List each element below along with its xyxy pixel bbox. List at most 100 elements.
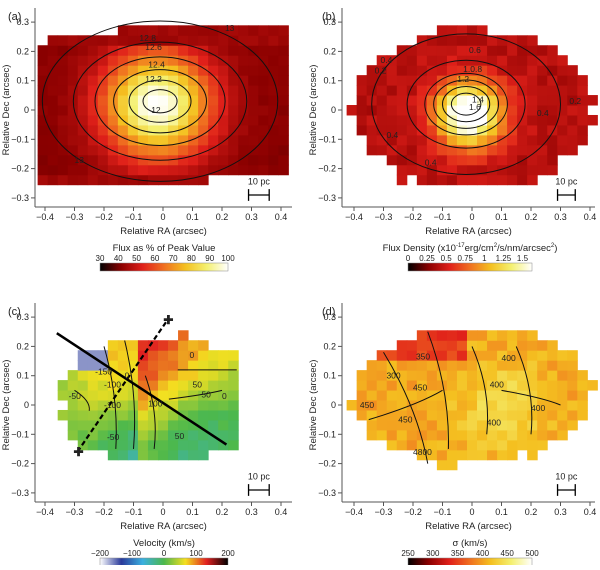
heatmap-cell [567, 400, 578, 411]
heatmap-cell [157, 174, 169, 186]
colorbar-tick-label: 60 [150, 254, 159, 263]
heatmap-cell [366, 409, 378, 421]
heatmap-cell [67, 45, 79, 56]
colorbar-tick-label: 90 [205, 254, 214, 263]
heatmap-cell [97, 370, 109, 381]
heatmap-cell [258, 124, 269, 136]
heatmap-cell [188, 380, 199, 391]
x-tick-label: 0.4 [275, 507, 288, 517]
heatmap-cell [507, 429, 518, 441]
x-tick-label: −0.1 [434, 507, 452, 517]
heatmap-cell [127, 340, 139, 351]
heatmap-cell [127, 114, 139, 126]
y-tick-label: −0.1 [11, 429, 29, 439]
contour-label: 450 [360, 400, 374, 410]
y-tick-label: −0.1 [318, 134, 336, 144]
heatmap-cell [517, 429, 528, 441]
heatmap-cell [198, 174, 209, 186]
heatmap-cell [517, 164, 528, 176]
heatmap-cell [527, 360, 538, 371]
heatmap-cell [97, 174, 109, 186]
heatmap-cell [67, 370, 79, 381]
heatmap-cell [67, 85, 79, 96]
heatmap-cell [147, 25, 159, 36]
heatmap-cell [117, 105, 129, 116]
heatmap-cell [47, 65, 59, 76]
heatmap-cell [456, 105, 468, 116]
heatmap-cell [107, 409, 119, 421]
contour-line [406, 59, 526, 149]
heatmap-cell [356, 380, 368, 391]
heatmap-cell [168, 449, 179, 461]
heatmap-cell [278, 105, 289, 116]
heatmap-cell [436, 55, 448, 66]
heatmap-cell [168, 370, 179, 381]
heatmap-cell [497, 154, 508, 166]
heatmap-cell [178, 124, 189, 136]
heatmap-cell [198, 134, 209, 146]
heatmap-cell [107, 340, 119, 351]
x-tick-label: −0.1 [125, 507, 143, 517]
heatmap-cell [228, 380, 239, 391]
heatmap-cell [557, 144, 568, 156]
scale-bar [247, 484, 270, 496]
heatmap-cell [446, 400, 458, 411]
heatmap [346, 330, 598, 471]
heatmap-cell [208, 409, 219, 421]
heatmap-cell [436, 45, 448, 56]
heatmap-cell [487, 114, 498, 126]
heatmap-cell [157, 400, 169, 411]
heatmap-cell [366, 419, 378, 431]
heatmap-cell [366, 134, 378, 146]
heatmap-cell [147, 114, 159, 126]
heatmap-cell [456, 25, 468, 36]
heatmap-cell [416, 439, 428, 451]
heatmap-cell [208, 124, 219, 136]
heatmap-cell [278, 144, 289, 156]
heatmap-cell [198, 409, 209, 421]
heatmap-cell [117, 360, 129, 371]
heatmap-cell [248, 35, 259, 46]
heatmap-cell [198, 154, 209, 166]
colorbar-tick-label: −100 [123, 549, 142, 558]
heatmap-cell [477, 164, 488, 176]
heatmap-cell [178, 45, 189, 56]
heatmap-cell [248, 65, 259, 76]
heatmap-cell [168, 124, 179, 136]
heatmap-cell [436, 370, 448, 381]
heatmap-cell [127, 429, 139, 441]
heatmap-cell [507, 449, 518, 461]
contour-label: 12.8 [139, 33, 156, 43]
heatmap-cell [396, 144, 408, 156]
heatmap-cell [537, 75, 548, 86]
heatmap-cell [198, 75, 209, 86]
heatmap-cell [376, 380, 388, 391]
heatmap-cell [188, 75, 199, 86]
heatmap-cell [416, 330, 428, 341]
heatmap-cell [497, 105, 508, 116]
heatmap-cell [466, 370, 478, 381]
heatmap-cell [426, 65, 438, 76]
heatmap-cell [198, 390, 209, 401]
heatmap-cell [268, 85, 279, 96]
heatmap-cell [188, 370, 199, 381]
heatmap-cell [208, 370, 219, 381]
heatmap-cell [218, 65, 229, 76]
heatmap-cell [238, 134, 249, 146]
heatmap-cell [487, 370, 498, 381]
heatmap-cell [238, 25, 249, 36]
heatmap-cell [436, 95, 448, 106]
x-tick-label: 0 [160, 212, 165, 222]
heatmap-cell [396, 75, 408, 86]
heatmap-cell [258, 85, 269, 96]
heatmap-cell [137, 449, 149, 461]
heatmap-cell [436, 65, 448, 76]
heatmap-cell [537, 95, 548, 106]
heatmap-cell [426, 95, 438, 106]
heatmap-cell [258, 154, 269, 166]
heatmap-cell [436, 105, 448, 116]
heatmap-cell [178, 390, 189, 401]
heatmap-cell [537, 370, 548, 381]
contour-line [74, 389, 90, 411]
contour-line [442, 86, 491, 123]
